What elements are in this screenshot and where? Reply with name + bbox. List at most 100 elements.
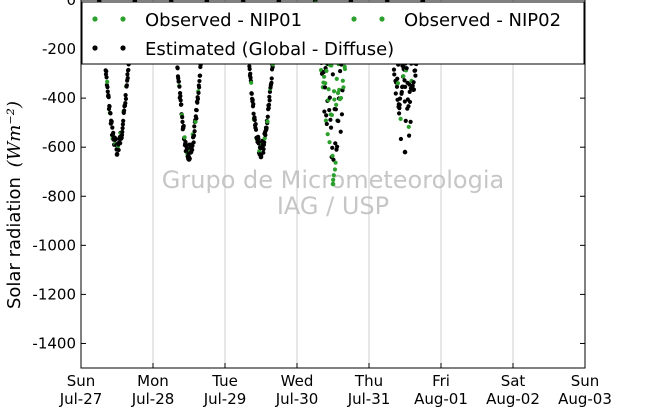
observed-point: [327, 140, 332, 145]
observed-point: [330, 153, 335, 158]
x-tick-date: Jul-28: [131, 390, 175, 408]
estimated-point: [109, 119, 114, 124]
x-tick-weekday: Sun: [571, 372, 600, 390]
observed-point: [340, 78, 345, 83]
watermark: Grupo de Micrometeorologia IAG / USP: [162, 166, 504, 220]
estimated-point: [253, 121, 258, 127]
estimated-point: [331, 157, 336, 162]
legend-marker-nip02-a: [351, 16, 357, 22]
plot-frame: [80, 0, 586, 369]
estimated-point: [328, 117, 333, 122]
estimated-point: [191, 133, 197, 138]
estimated-point: [197, 85, 202, 90]
estimated-point: [180, 119, 185, 124]
estimated-point: [116, 147, 121, 153]
observed-point: [331, 177, 336, 183]
y-axis-label-unit: (Wm⁻²): [4, 101, 25, 167]
legend-marker-nip01-b: [120, 16, 126, 22]
estimated-point: [248, 75, 253, 80]
estimated-point: [123, 93, 128, 98]
legend-entry-nip01: Observed - NIP01: [92, 10, 302, 31]
estimated-point: [178, 98, 183, 103]
estimated-point: [249, 91, 254, 96]
estimated-point: [194, 116, 199, 121]
estimated-point: [183, 139, 188, 145]
legend-marker-nip02-b: [379, 16, 385, 22]
estimated-point: [107, 104, 112, 109]
estimated-point: [404, 66, 409, 71]
legend-label-estimated: Estimated (Global - Diffuse): [145, 39, 394, 60]
estimated-point: [269, 80, 274, 85]
observed-point: [331, 173, 336, 178]
estimated-point: [327, 95, 332, 100]
legend-entry-estimated: Estimated (Global - Diffuse): [92, 39, 394, 60]
observed-point: [329, 112, 335, 118]
estimated-point: [197, 73, 203, 78]
observed-point: [334, 76, 339, 81]
estimated-point: [328, 125, 334, 130]
estimated-point: [261, 146, 266, 152]
estimated-point: [267, 98, 272, 103]
y-tick-label: -400: [42, 89, 76, 107]
estimated-point: [402, 99, 407, 104]
estimated-point: [393, 91, 398, 96]
estimated-point: [256, 136, 261, 141]
x-tick-weekday: Sun: [67, 372, 96, 390]
estimated-point: [248, 71, 253, 76]
estimated-point: [330, 72, 335, 77]
estimated-point: [104, 69, 109, 74]
y-tick-label: -200: [42, 40, 76, 58]
legend-marker-estimated-a: [92, 45, 98, 51]
observed-point: [398, 116, 403, 121]
estimated-point: [194, 108, 199, 113]
y-tick-label: -800: [42, 187, 76, 205]
observed-point: [331, 89, 337, 94]
x-tick-date: Jul-31: [347, 390, 391, 408]
observed-point: [334, 102, 339, 107]
estimated-point: [253, 127, 259, 132]
estimated-point: [125, 76, 130, 81]
estimated-point: [247, 66, 252, 72]
estimated-point: [338, 129, 343, 134]
observed-point: [401, 74, 406, 79]
estimated-point: [267, 89, 273, 94]
estimated-point: [120, 122, 125, 127]
y-tick-label: -600: [42, 138, 76, 156]
estimated-point: [126, 67, 131, 73]
estimated-point: [392, 72, 397, 77]
estimated-point: [190, 147, 195, 152]
estimated-point: [338, 68, 343, 74]
estimated-point: [413, 68, 418, 73]
daily-minimum-point: [402, 149, 408, 155]
x-tick-date: Aug-03: [558, 390, 612, 408]
y-tick-label: -1400: [32, 334, 76, 352]
estimated-point: [197, 78, 202, 84]
observed-point: [332, 97, 337, 102]
estimated-point: [113, 136, 119, 142]
observed-point: [406, 124, 411, 129]
estimated-point: [334, 144, 340, 149]
estimated-point: [195, 100, 200, 105]
legend-marker-nip01-a: [92, 16, 98, 22]
observed-point: [333, 160, 338, 165]
observed-point: [338, 95, 344, 101]
estimated-point: [120, 126, 125, 131]
estimated-point: [181, 123, 186, 129]
legend: Observed - NIP01 Observed - NIP02 Estima…: [81, 1, 585, 65]
x-tick-weekday: Wed: [281, 372, 314, 390]
observed-point: [323, 81, 328, 86]
estimated-point: [125, 72, 130, 77]
legend-label-nip02: Observed - NIP02: [404, 10, 561, 31]
estimated-point: [120, 129, 125, 135]
estimated-point: [190, 143, 195, 148]
estimated-point: [327, 107, 332, 113]
estimated-point: [333, 107, 338, 112]
estimated-point: [179, 102, 184, 107]
estimated-point: [333, 141, 338, 146]
estimated-point: [398, 136, 404, 142]
estimated-point: [403, 118, 408, 123]
estimated-point: [175, 66, 180, 71]
x-tick-date: Jul-27: [59, 390, 103, 408]
estimated-point: [106, 95, 111, 100]
